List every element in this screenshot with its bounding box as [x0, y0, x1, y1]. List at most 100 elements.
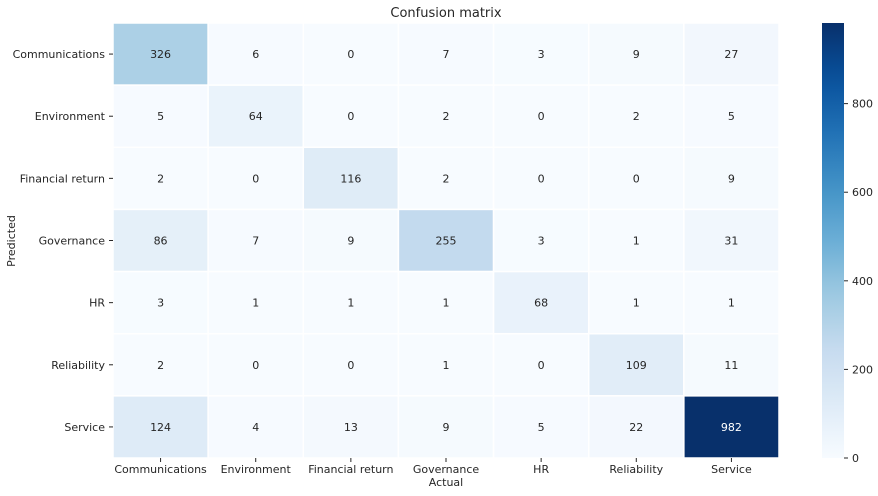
colorbar-tick-label: 800 [852, 98, 873, 111]
heatmap-cell [683, 146, 780, 211]
y-tick-label: Communications [13, 48, 106, 61]
x-tick-label: HR [533, 463, 549, 476]
heatmap-cell [207, 208, 305, 273]
cell-value-label: 1 [443, 297, 450, 310]
y-tick-label: Reliability [51, 359, 105, 372]
heatmap-cell [207, 146, 305, 211]
cell-value-label: 2 [157, 359, 164, 372]
cell-value-label: 255 [436, 235, 457, 248]
colorbar-tick-label: 200 [852, 363, 873, 376]
cell-value-label: 0 [538, 172, 545, 185]
y-tick-label: Financial return [20, 172, 105, 185]
cell-value-label: 2 [157, 172, 164, 185]
cell-value-label: 1 [633, 297, 640, 310]
y-axis-ticks: Communications Environment Financial retur… [13, 48, 113, 434]
heatmap-cell [112, 208, 209, 273]
cell-value-label: 7 [252, 235, 259, 248]
colorbar-tick-label: 0 [852, 452, 859, 465]
y-tick-label: Environment [35, 110, 106, 123]
colorbar-tick-label: 400 [852, 275, 873, 288]
cell-value-label: 1 [633, 235, 640, 248]
cell-value-label: 31 [724, 235, 738, 248]
y-tick-label: Service [64, 421, 105, 434]
colorbar-tick-label: 600 [852, 186, 873, 199]
colorbar-gradient [822, 23, 844, 458]
cell-value-label: 9 [728, 172, 735, 185]
cell-value-label: 5 [538, 421, 545, 434]
heatmap-cell [587, 146, 685, 211]
cell-value-label: 22 [629, 421, 643, 434]
cell-value-label: 13 [344, 421, 358, 434]
heatmap-cell [302, 84, 400, 149]
cell-value-label: 68 [534, 297, 548, 310]
cell-value-label: 116 [340, 172, 361, 185]
y-tick-label: HR [89, 297, 105, 310]
cell-value-label: 0 [252, 172, 259, 185]
x-tick-label: Reliability [609, 463, 663, 476]
heatmap-cell [492, 395, 590, 459]
x-tick-label: Service [711, 463, 752, 476]
heatmap-cell [302, 146, 400, 211]
cell-value-label: 3 [157, 297, 164, 310]
heatmap-cell [302, 22, 400, 86]
cell-value-label: 0 [347, 110, 354, 123]
heatmap-cell [397, 332, 495, 397]
cell-value-label: 1 [252, 297, 259, 310]
heatmap-cell [207, 22, 305, 86]
cell-value-label: 86 [154, 235, 168, 248]
cell-value-label: 11 [724, 359, 738, 372]
cell-value-label: 3 [538, 48, 545, 61]
cell-value-label: 9 [347, 235, 354, 248]
cell-value-label: 124 [150, 421, 171, 434]
heatmap-cell [683, 208, 780, 273]
cell-value-label: 2 [443, 172, 450, 185]
cell-value-label: 64 [249, 110, 263, 123]
heatmap-cell [302, 270, 400, 335]
heatmap-cell [587, 395, 685, 459]
heatmap-cell [397, 146, 495, 211]
y-tick-label: Governance [39, 235, 106, 248]
cell-value-label: 1 [347, 297, 354, 310]
cell-value-label: 9 [443, 421, 450, 434]
x-tick-label: Communications [114, 463, 207, 476]
cell-value-label: 0 [347, 48, 354, 61]
cell-value-label: 982 [721, 421, 742, 434]
y-axis-label: Predicted [5, 215, 18, 267]
heatmap-cell [492, 332, 590, 397]
cell-value-label: 109 [626, 359, 647, 372]
cell-value-label: 0 [538, 359, 545, 372]
chart-title: Confusion matrix [390, 6, 501, 21]
cell-value-label: 5 [728, 110, 735, 123]
cell-value-label: 326 [150, 48, 171, 61]
heatmap-cell [492, 84, 590, 149]
heatmap-cell [683, 395, 780, 459]
heatmap-cell [492, 146, 590, 211]
x-tick-label: Environment [221, 463, 292, 476]
cell-value-label: 0 [633, 172, 640, 185]
heatmap-cell [207, 332, 305, 397]
x-axis-label: Actual [429, 476, 463, 489]
x-tick-label: Financial return [308, 463, 393, 476]
x-axis-ticks: Communications Environment Financial retur… [114, 458, 752, 476]
heatmap-cell [112, 332, 209, 397]
cell-value-label: 0 [538, 110, 545, 123]
heatmap-cell [112, 22, 209, 86]
cell-value-label: 9 [633, 48, 640, 61]
heatmap-cell [683, 84, 780, 149]
heatmap-cell [302, 395, 400, 459]
cell-value-label: 1 [443, 359, 450, 372]
heatmap-cell [683, 332, 780, 397]
x-tick-label: Governance [413, 463, 480, 476]
cell-value-label: 1 [728, 297, 735, 310]
cell-value-label: 2 [443, 110, 450, 123]
heatmap-cell [112, 395, 209, 459]
heatmap-cell [112, 270, 209, 335]
cell-value-label: 7 [443, 48, 450, 61]
heatmap-cell [397, 395, 495, 459]
heatmap-cells: 326 6 0 7 3 9 275 64 0 2 0 2 52 0 116 2 0 0 986 7 9 255 3 1 313 1… [112, 22, 780, 459]
cell-value-label: 4 [252, 421, 259, 434]
cell-value-label: 0 [347, 359, 354, 372]
heatmap-cell [587, 208, 685, 273]
cell-value-label: 6 [252, 48, 259, 61]
